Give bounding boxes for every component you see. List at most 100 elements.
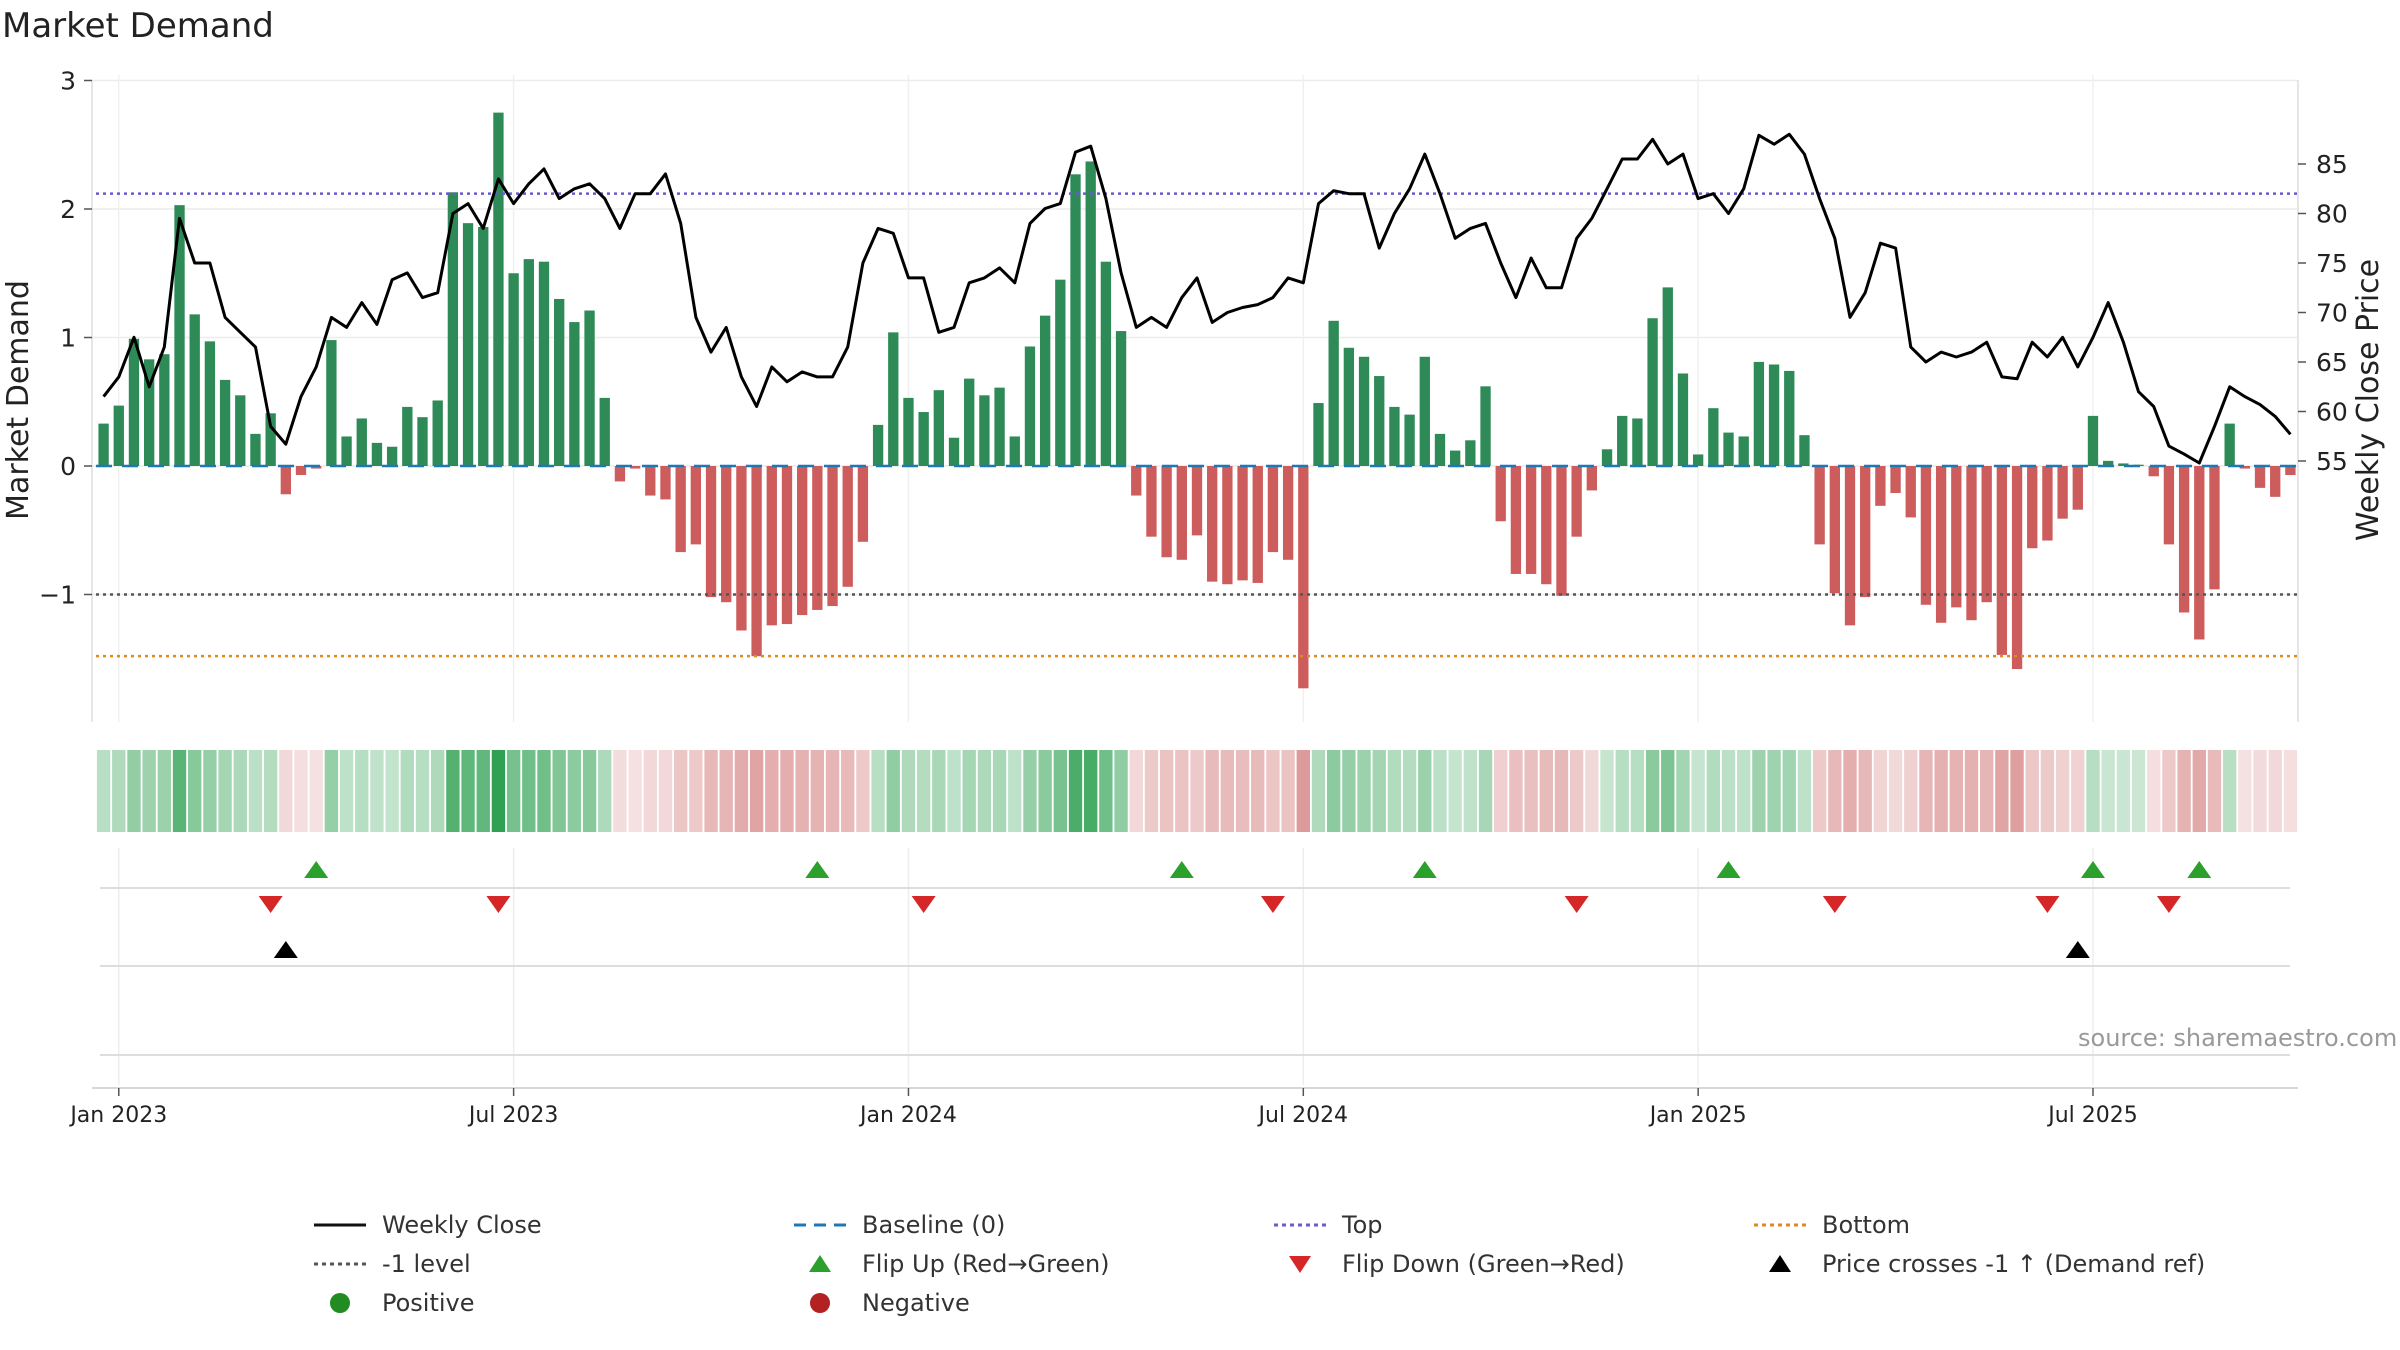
demand-bar <box>903 397 914 466</box>
demand-bar <box>781 466 793 625</box>
demand-bar <box>2239 466 2251 469</box>
demand-bar <box>250 433 261 466</box>
demand-bar <box>356 418 367 466</box>
left-axis-label: Market Demand <box>1 280 36 520</box>
flip-up-marker <box>2080 861 2105 878</box>
intensity-cell <box>598 750 612 832</box>
intensity-cell <box>1387 750 1402 832</box>
demand-bar <box>98 423 109 466</box>
demand-bar <box>2072 466 2083 510</box>
intensity-cell <box>294 750 308 832</box>
legend-item: Top <box>1270 1208 1383 1242</box>
demand-bar <box>918 412 929 466</box>
demand-bar <box>629 466 641 469</box>
intensity-cell <box>1630 750 1645 832</box>
intensity-cell <box>522 750 536 832</box>
intensity-cell <box>1008 750 1022 832</box>
intensity-cell <box>582 750 597 832</box>
intensity-cell <box>2055 750 2070 832</box>
demand-bar <box>2148 466 2159 477</box>
demand-bar <box>721 466 732 603</box>
legend-item: Bottom <box>1750 1208 1910 1242</box>
market-demand-chart: 3 2 1 0 −1 85 80 75 70 65 60 55 Market Demand Weekly … <box>1 67 2386 1129</box>
intensity-cell <box>2268 750 2282 832</box>
legend-label: Negative <box>862 1289 970 1317</box>
demand-bar <box>1677 373 1689 466</box>
demand-bar <box>1647 318 1658 466</box>
demand-bar <box>402 406 413 466</box>
demand-bar <box>736 466 747 631</box>
intensity-cell <box>1585 750 1599 832</box>
intensity-cell <box>1220 750 1235 832</box>
flip-down-marker <box>1564 896 1589 913</box>
intensity-cell <box>1691 750 1705 832</box>
intensity-cell <box>476 750 490 832</box>
intensity-cell <box>1721 750 1736 832</box>
legend-triangle-down-symbol <box>1289 1256 1311 1273</box>
legend-symbol <box>794 1223 846 1227</box>
intensity-cell <box>2177 750 2191 832</box>
price-cross-marker <box>273 941 298 958</box>
demand-bar <box>2163 466 2175 545</box>
legend-triangle-up-symbol <box>1769 1255 1791 1272</box>
chart-title: Market Demand <box>2 6 274 46</box>
intensity-cell <box>871 750 885 832</box>
intensity-cell <box>2147 750 2161 832</box>
legend-label: Flip Down (Green→Red) <box>1342 1250 1625 1278</box>
demand-bar <box>1662 287 1673 466</box>
intensity-cell <box>1782 750 1796 832</box>
demand-bar <box>1009 436 1020 466</box>
intensity-cell <box>1995 750 2009 832</box>
legend-label: Baseline (0) <box>862 1211 1006 1239</box>
demand-bar <box>417 417 428 466</box>
demand-bar <box>1055 279 1066 466</box>
intensity-cell <box>370 750 384 832</box>
intensity-cell <box>339 750 354 832</box>
intensity-cell <box>673 750 688 832</box>
demand-bar <box>1419 356 1430 466</box>
intensity-cell <box>1873 750 1888 832</box>
demand-bar <box>2027 466 2038 549</box>
intensity-cell <box>2025 750 2039 832</box>
demand-bar <box>326 340 337 466</box>
demand-bar <box>1237 466 1248 581</box>
intensity-cell <box>127 750 141 832</box>
demand-bar <box>2011 466 2023 670</box>
axes: 3 2 1 0 −1 85 80 75 70 65 60 55 Market Demand Weekly … <box>1 67 2386 1129</box>
demand-bar <box>1525 466 1537 574</box>
intensity-cell <box>1980 750 1994 832</box>
price-cross-marker <box>2065 941 2090 958</box>
intensity-cell <box>947 750 961 832</box>
intensity-cell <box>1812 750 1827 832</box>
legend-symbol <box>1754 1223 1806 1227</box>
demand-bar <box>827 466 838 607</box>
intensity-cell <box>1418 750 1432 832</box>
legend-symbol <box>1274 1223 1326 1227</box>
demand-bar <box>796 466 808 616</box>
demand-bar <box>2042 466 2053 541</box>
demand-bar <box>2224 423 2235 466</box>
demand-bar <box>1146 466 1157 537</box>
demand-bar <box>1389 406 1400 466</box>
demand-bar <box>554 298 565 466</box>
legend-symbol <box>1769 1255 1791 1272</box>
intensity-cell <box>1554 750 1569 832</box>
flip-down-marker <box>911 896 936 913</box>
intensity-cell <box>1159 750 1174 832</box>
legend-symbol <box>314 1262 366 1266</box>
demand-bar <box>159 354 170 466</box>
demand-bar <box>1161 466 1172 558</box>
demand-bar <box>1404 414 1415 466</box>
demand-bar <box>1738 436 1749 466</box>
intensity-cell <box>1144 750 1159 832</box>
demand-bar <box>1024 346 1036 466</box>
demand-bar <box>1191 466 1203 536</box>
demand-bar <box>569 322 580 466</box>
intensity-cell <box>2116 750 2131 832</box>
intensity-cell <box>780 750 794 832</box>
demand-bar <box>1328 320 1339 466</box>
demand-bar <box>1085 161 1096 466</box>
right-tick-label: 75 <box>2316 249 2348 278</box>
demand-bar <box>386 446 398 466</box>
intensity-cell <box>506 750 521 832</box>
